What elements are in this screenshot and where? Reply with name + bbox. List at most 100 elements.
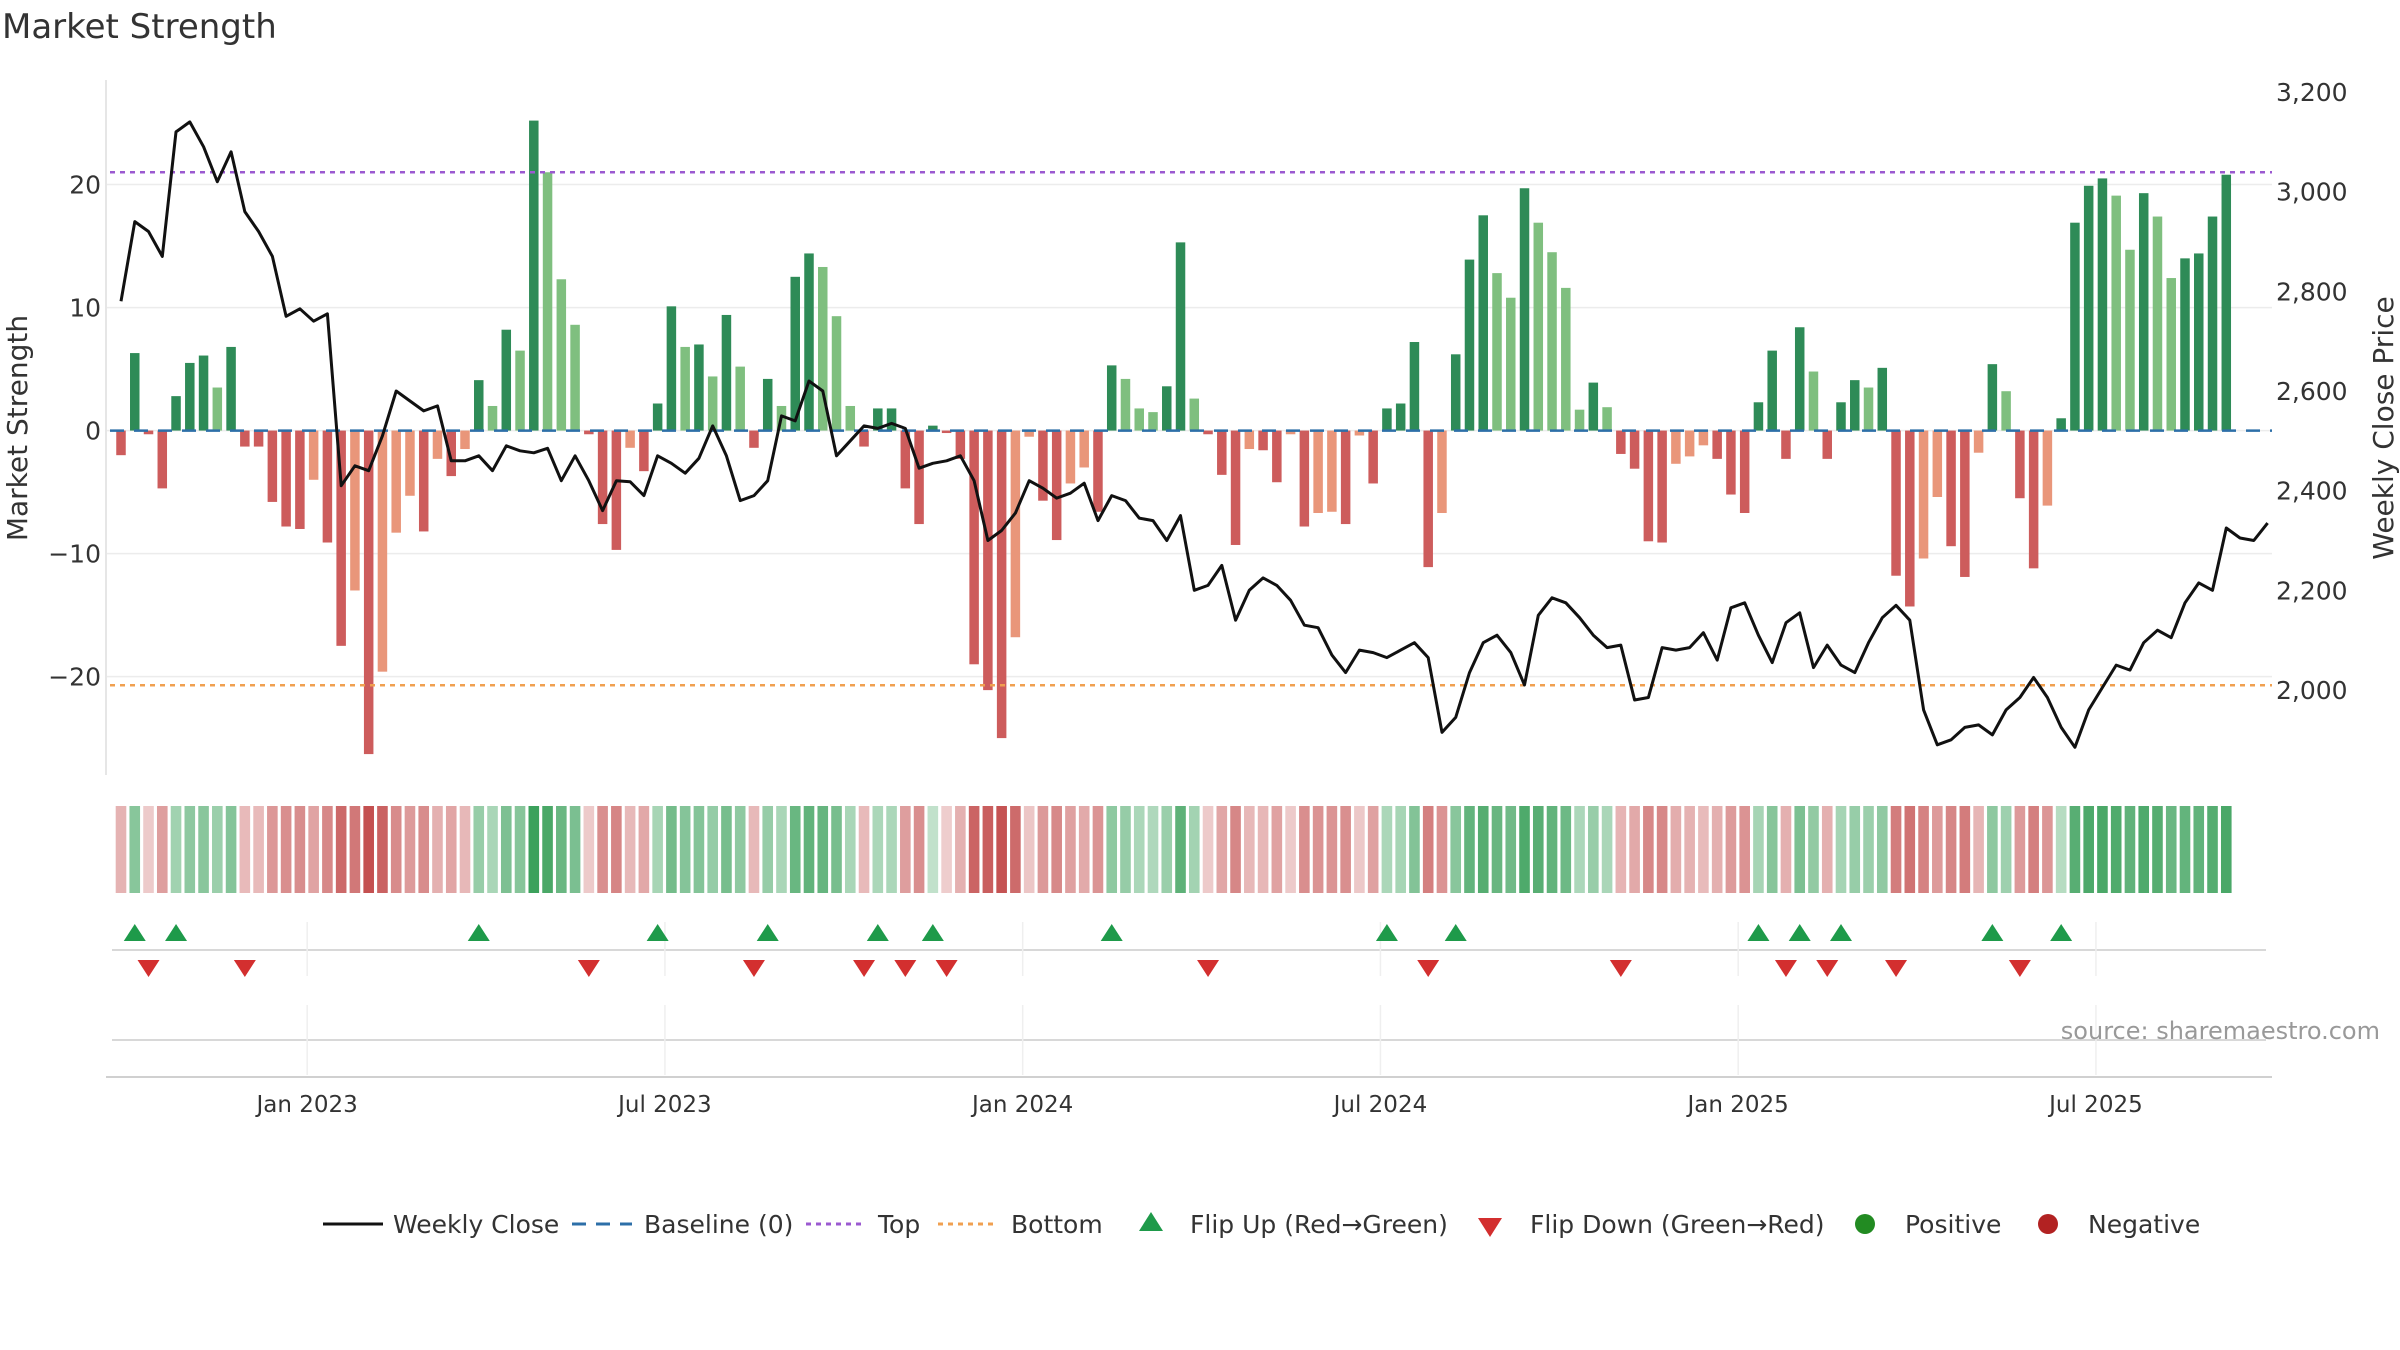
legend-label-weekly-close: Weekly Close	[393, 1210, 559, 1239]
strength-bar	[198, 355, 209, 431]
weekly-close-line	[119, 120, 2269, 749]
heat-cell	[377, 806, 388, 893]
right-tick-label: 2,800	[2276, 277, 2348, 306]
heat-cell	[1312, 806, 1324, 893]
flip-down-marker	[577, 960, 600, 977]
heat-cell	[487, 806, 498, 893]
flip-down-marker	[1774, 960, 1797, 977]
heat-cell	[996, 806, 1007, 893]
strength-bar	[1450, 354, 1461, 431]
strength-bar	[1134, 408, 1144, 431]
heat-cell	[1395, 806, 1406, 893]
heat-cell	[569, 806, 581, 893]
strength-bar	[652, 403, 663, 431]
heat-cell	[239, 806, 251, 893]
strength-bar	[900, 430, 911, 489]
strength-bar	[1258, 430, 1268, 451]
heat-cell	[556, 806, 567, 893]
strength-bar	[707, 376, 718, 431]
heat-cell	[198, 806, 209, 893]
strength-bar	[1891, 430, 1901, 576]
right-y-tick-labels: 2,000 2,200 2,400 2,600 2,800 3,000 3,200	[2276, 78, 2348, 705]
heat-cell	[2165, 806, 2177, 893]
strength-bar	[873, 408, 883, 431]
x-tick-label: Jul 2023	[616, 1092, 712, 1118]
right-tick-label: 2,000	[2276, 676, 2348, 705]
heat-cell	[1271, 806, 1283, 893]
heat-cell	[968, 806, 980, 893]
heat-cell	[1835, 806, 1847, 893]
heat-cell	[1849, 806, 1861, 893]
strength-bar	[240, 430, 250, 447]
strength-bar	[1093, 430, 1103, 512]
heat-cell	[831, 806, 842, 893]
heat-cell	[1340, 806, 1351, 893]
strength-bar	[570, 324, 580, 431]
strength-bar	[1395, 403, 1406, 431]
strength-bar	[1643, 430, 1654, 542]
strength-bar	[1437, 430, 1447, 513]
strength-bar	[350, 430, 360, 591]
heat-cell	[2152, 806, 2163, 893]
strength-bar	[1203, 430, 1213, 435]
strength-bar	[2166, 278, 2176, 431]
strength-bar	[1175, 242, 1186, 431]
heat-cell	[1367, 806, 1379, 893]
legend-item-bottom: Bottom	[938, 1210, 1103, 1239]
flip-up-marker	[123, 924, 146, 941]
source-label: source: sharemaestro.com	[2061, 1017, 2380, 1045]
heat-cell	[1230, 806, 1241, 893]
right-tick-label: 2,400	[2276, 477, 2348, 506]
heat-cell	[583, 806, 595, 893]
strength-bar	[1272, 430, 1282, 483]
strength-bar	[1712, 430, 1722, 459]
chart-title: Market Strength	[2, 7, 277, 47]
heat-cell	[1959, 806, 1971, 893]
strength-bar	[1794, 327, 1805, 431]
left-tick-label: −10	[48, 540, 101, 569]
strength-bar	[584, 430, 594, 435]
heat-cell	[1285, 806, 1296, 893]
negative-dot-icon	[2038, 1214, 2058, 1234]
strength-bar	[529, 120, 539, 431]
strength-bar	[1313, 430, 1323, 513]
heat-cell	[1133, 806, 1145, 893]
strength-bar	[281, 430, 291, 527]
heat-cell	[1601, 806, 1613, 893]
flip-up-marker	[646, 924, 669, 941]
bottom-panel-gridlines	[106, 1005, 2272, 1078]
right-tick-label: 3,200	[2276, 78, 2348, 107]
flip-panel-gridlines	[112, 922, 2266, 976]
heat-cell	[1739, 806, 1750, 893]
flip-down-marker	[1885, 960, 1908, 977]
heat-cell	[803, 806, 815, 893]
flip-down-marker	[1816, 960, 1839, 977]
heat-cell	[1326, 806, 1338, 893]
heat-cell	[844, 806, 856, 893]
positive-dot-icon	[1855, 1214, 1875, 1234]
strength-bar	[790, 276, 800, 431]
heat-cell	[1409, 806, 1420, 893]
strength-bar	[1946, 430, 1956, 547]
heat-cell	[1698, 806, 1709, 893]
heat-cell	[212, 806, 223, 893]
x-tick-label: Jul 2025	[2047, 1092, 2143, 1118]
strength-bar	[1519, 188, 1530, 431]
heat-cell	[1202, 806, 1214, 893]
heat-cell	[1821, 806, 1833, 893]
heat-cell	[955, 806, 966, 893]
strength-bar	[1230, 430, 1241, 545]
strength-bar	[2152, 216, 2163, 431]
strength-bar	[680, 346, 690, 431]
strength-bar	[1065, 430, 1076, 484]
legend-label-flip-down: Flip Down (Green→Red)	[1530, 1210, 1825, 1239]
left-y-tick-labels: −20 −10 0 10 20	[48, 171, 101, 692]
flip-down-marker	[1609, 960, 1632, 977]
strength-bar	[1299, 430, 1310, 527]
heat-cell	[1794, 806, 1806, 893]
heat-cell	[734, 806, 746, 893]
heat-cell	[1932, 806, 1943, 893]
strength-bar	[1808, 371, 1819, 431]
strength-bar	[1781, 430, 1791, 459]
heat-cell	[1147, 806, 1159, 893]
